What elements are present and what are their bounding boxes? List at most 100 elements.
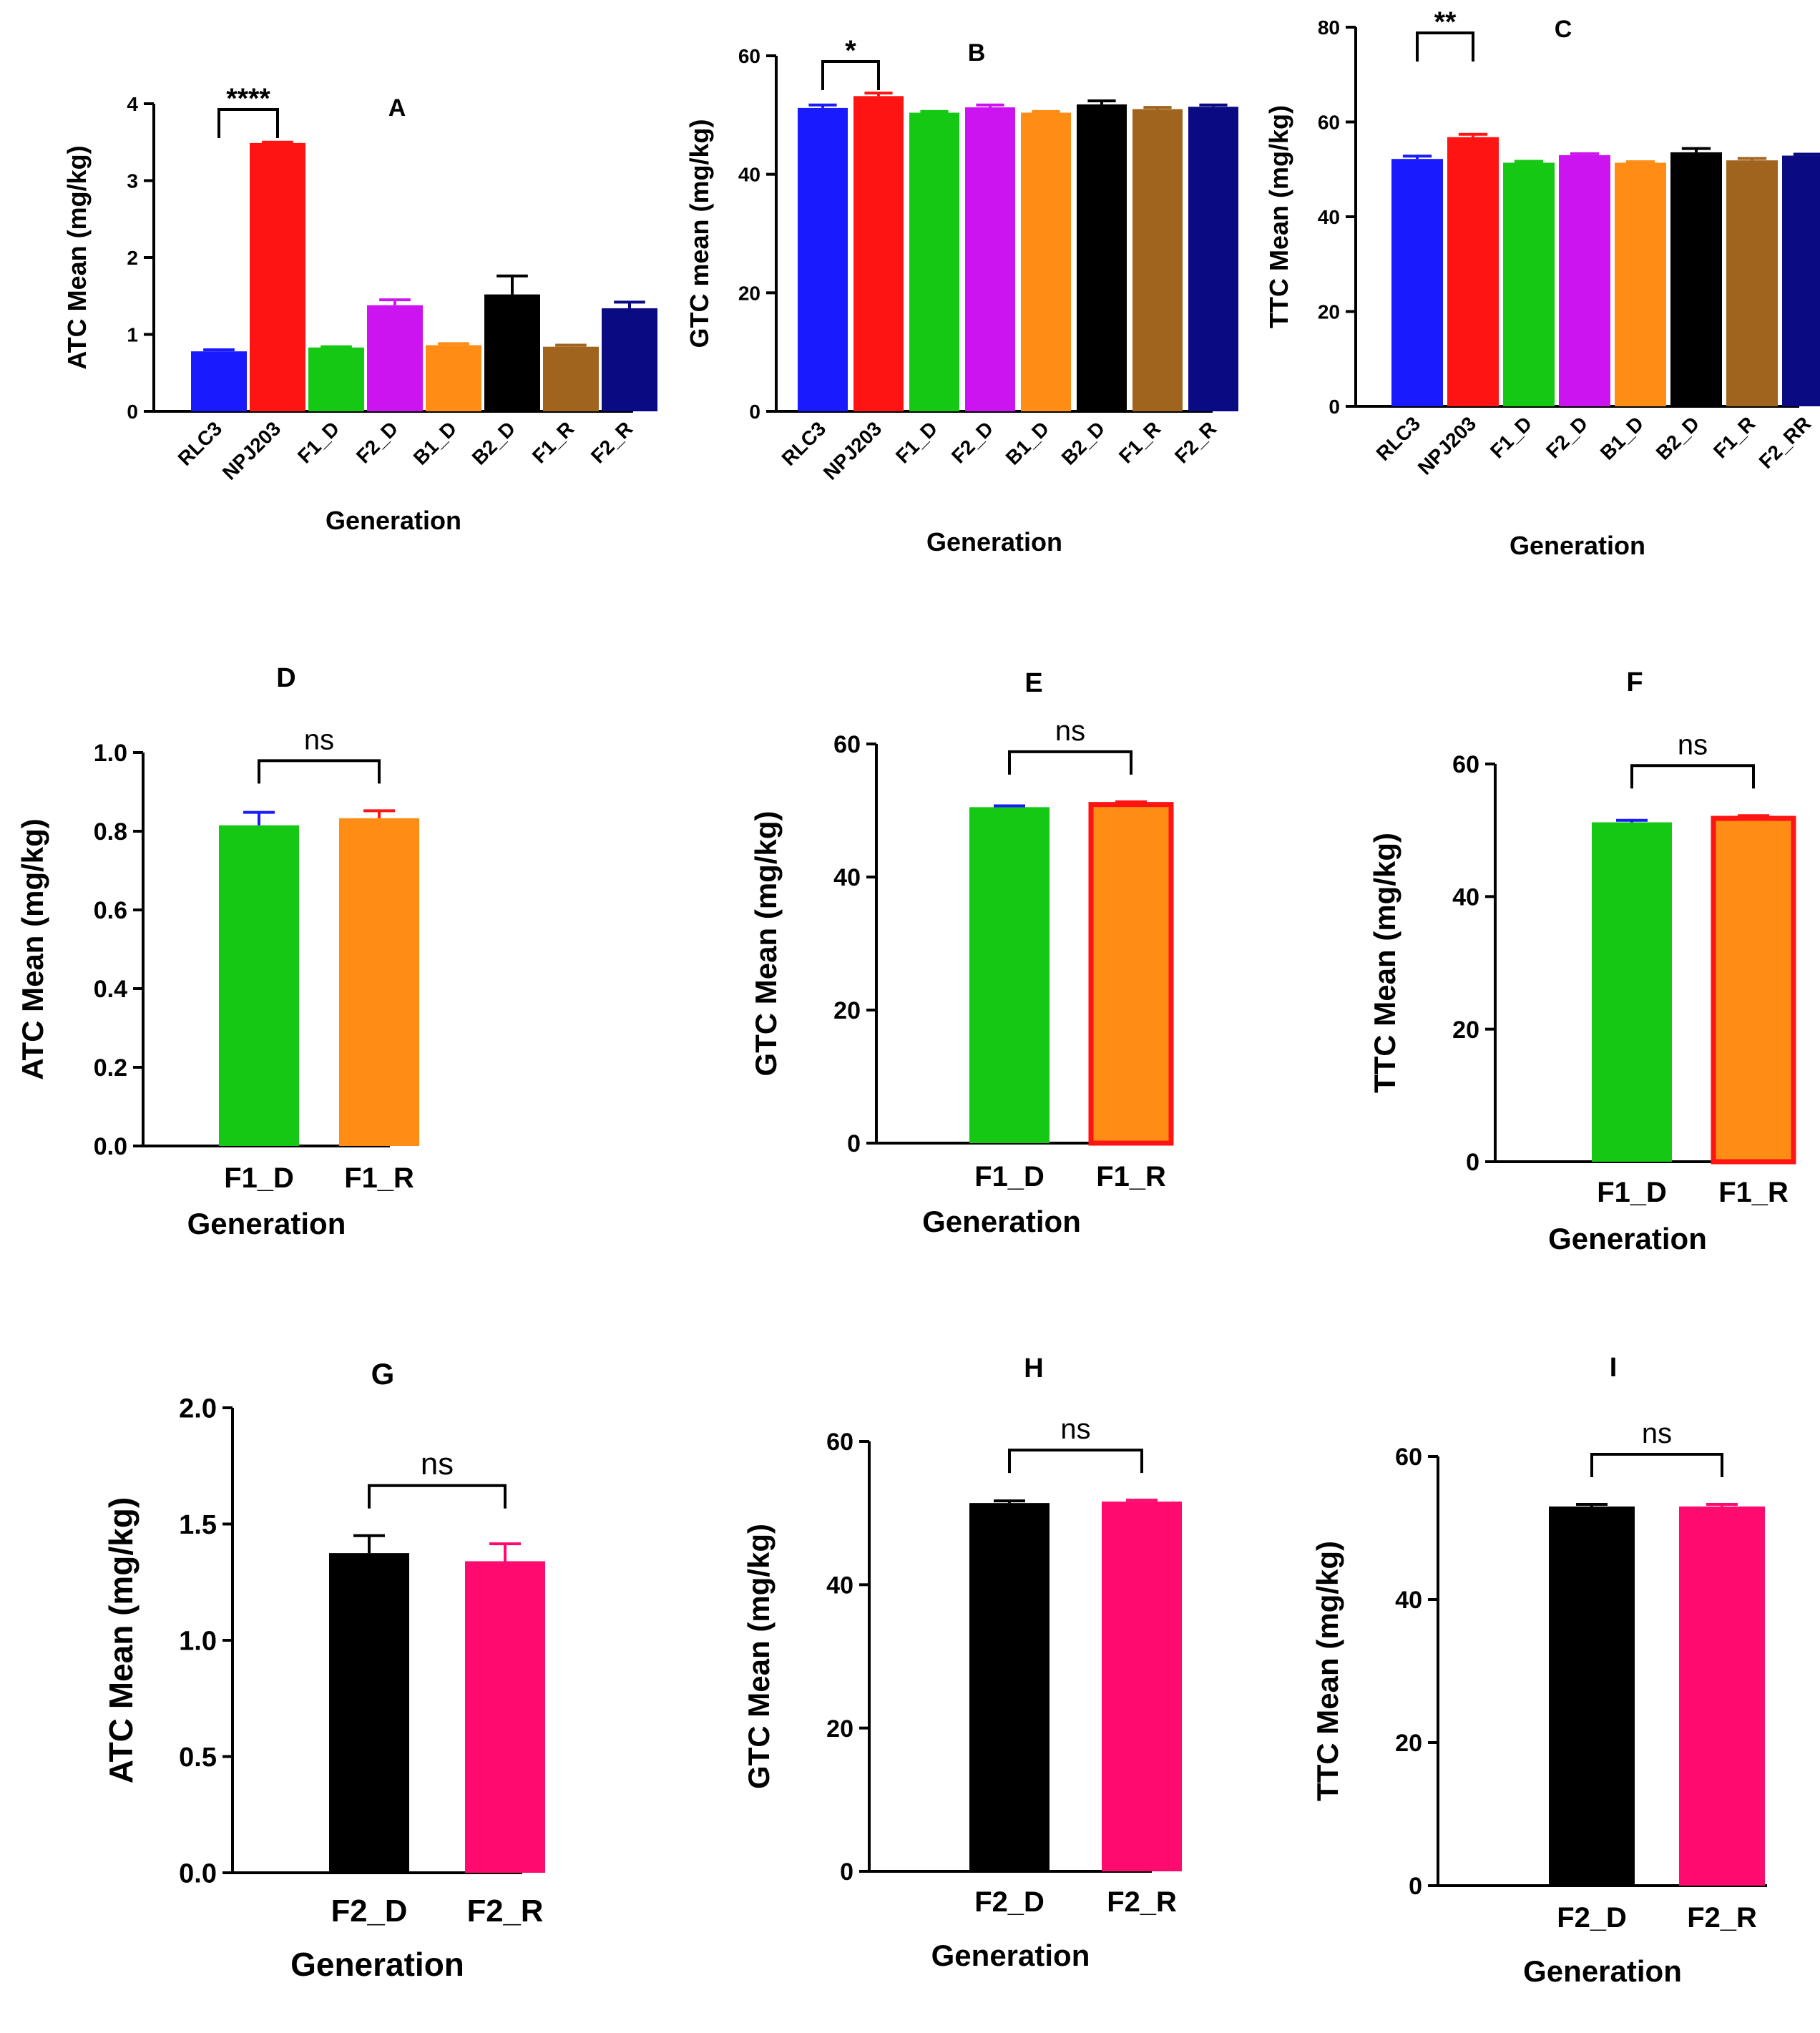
y-tick-label: 0: [127, 401, 138, 423]
y-axis-label: ATC Mean (mg/kg): [62, 145, 92, 369]
y-tick-label: 0: [1329, 396, 1340, 418]
significance-bracket: [1008, 1449, 1143, 1474]
y-tick-label: 2: [127, 247, 138, 269]
bar-f2-rr: [1782, 155, 1820, 406]
y-tick-label: 0.5: [179, 1743, 217, 1773]
y-tick-label: 20: [738, 282, 760, 304]
significance-label: ****: [226, 83, 270, 114]
y-axis-label: TTC Mean (mg/kg): [1368, 833, 1401, 1093]
bar-rlc3: [798, 107, 848, 412]
bar-f1-d: [909, 112, 959, 411]
x-tick-label: B1_D: [409, 417, 461, 469]
y-tick-label: 20: [1318, 301, 1340, 323]
bar-b2-d: [1077, 104, 1127, 411]
bar-f1-d: [1503, 162, 1555, 406]
significance-label: ns: [1055, 715, 1085, 747]
y-tick-label: 1.0: [179, 1627, 217, 1657]
y-tick-label: 2.0: [179, 1394, 217, 1424]
y-tick-label: 60: [738, 45, 760, 67]
x-tick-label: F1_R: [344, 1162, 414, 1194]
x-tick-label: F2_R: [1687, 1902, 1757, 1934]
significance-label: *: [845, 35, 856, 67]
significance-bracket: [368, 1484, 507, 1509]
panel-f: F 0 20 40 60 TTC Mean (mg/kg) F1_D F1_R Generati…: [1368, 667, 1796, 1255]
x-tick-label: F2_D: [352, 417, 402, 467]
bar-f2-d: [367, 305, 423, 411]
x-axis-label: Generation: [931, 1939, 1090, 1972]
y-tick-label: 0: [749, 401, 760, 423]
panel-h: H 0 20 40 60 GTC Mean (mg/kg) F2_D F2_R Generati…: [742, 1353, 1182, 1972]
bar-b2-d: [1670, 152, 1722, 406]
y-tick-label: 20: [1395, 1730, 1422, 1757]
bar-b1-d: [1615, 162, 1666, 406]
bar-f1-r: [339, 818, 419, 1146]
bar-f2-d: [965, 107, 1015, 411]
x-tick-label: RLC3: [1372, 412, 1425, 465]
y-tick-label: 0.0: [94, 1133, 127, 1160]
bar-f1-d: [308, 347, 364, 411]
significance-bracket: [821, 60, 880, 90]
bar-f2-r: [1679, 1507, 1765, 1886]
x-tick-label: RLC3: [778, 417, 831, 470]
bar-f1-r: [543, 346, 599, 411]
bar-f2-d: [1559, 155, 1610, 406]
x-tick-label: B1_D: [1596, 412, 1648, 464]
x-tick-label: F2_D: [947, 417, 997, 467]
x-axis-label: Generation: [290, 1946, 464, 1983]
x-tick-label: F2_R: [467, 1894, 544, 1929]
y-tick-label: 60: [826, 1429, 853, 1456]
y-tick-label: 40: [738, 164, 760, 186]
x-tick-label: F1_D: [974, 1161, 1044, 1192]
significance-bracket: [1590, 1453, 1723, 1477]
x-axis-label: Generation: [1523, 1954, 1682, 1988]
x-tick-label: B1_D: [1002, 417, 1054, 469]
significance-label: ns: [1678, 729, 1708, 760]
significance-label: ns: [304, 724, 334, 755]
bar-f1-r: [1088, 802, 1174, 1146]
bar-f2-r: [1188, 107, 1238, 411]
panel-title: E: [1024, 668, 1042, 698]
x-axis-label: Generation: [1548, 1222, 1707, 1255]
bar-npj203: [1447, 137, 1499, 406]
y-tick-label: 1: [127, 324, 138, 346]
bar-b2-d: [484, 294, 540, 411]
x-tick-label: F2_R: [1170, 417, 1220, 467]
bar-rlc3: [1391, 159, 1443, 407]
x-axis-label: Generation: [1510, 531, 1645, 560]
y-tick-label: 0.8: [94, 818, 127, 846]
y-axis-label: TTC Mean (mg/kg): [1264, 105, 1293, 328]
y-tick-label: 20: [833, 997, 861, 1024]
bar-f2-r: [1102, 1502, 1182, 1871]
y-tick-label: 1.5: [179, 1510, 217, 1540]
panel-title: D: [276, 663, 295, 693]
bar-npj203: [853, 96, 904, 411]
x-tick-label: F2_R: [587, 417, 637, 467]
y-tick-label: 40: [826, 1572, 853, 1600]
x-tick-label: F1_D: [1486, 412, 1536, 462]
y-axis-label: ATC Mean (mg/kg): [16, 818, 49, 1080]
panel-d: D 0.0 0.2 0.4 0.6 0.8 1.0 ATC Mean (mg/kg) F1_D F…: [16, 663, 419, 1240]
x-tick-label: F2_D: [1557, 1902, 1627, 1934]
x-tick-label: F2_D: [1542, 412, 1592, 462]
y-tick-label: 0: [847, 1130, 861, 1157]
panel-i: I 0 20 40 60 TTC Mean (mg/kg) F2_D F2_RGenerati…: [1311, 1353, 1767, 1988]
bar-f1-d: [969, 807, 1050, 1143]
y-tick-label: 0.0: [179, 1859, 217, 1889]
bar-f2-d: [329, 1553, 409, 1873]
bar-f1-d: [1592, 822, 1672, 1162]
y-axis-label: GTC Mean (mg/kg): [749, 810, 783, 1076]
x-tick-label: RLC3: [174, 417, 227, 470]
x-tick-label: F2_D: [331, 1894, 408, 1929]
panel-e: E 0 20 40 60 GTC Mean (mg/kg) F1_D F1_R Generati…: [749, 668, 1174, 1238]
y-axis-label: ATC Mean (mg/kg): [102, 1497, 140, 1783]
panel-title: B: [968, 39, 986, 67]
y-tick-label: 0: [1409, 1873, 1422, 1900]
bar-f1-d: [219, 825, 299, 1146]
x-tick-label: F1_D: [224, 1162, 294, 1194]
x-axis-label: Generation: [922, 1205, 1081, 1238]
y-tick-label: 1.0: [94, 740, 127, 767]
y-tick-label: 0: [840, 1858, 853, 1886]
y-tick-label: 40: [1318, 206, 1340, 228]
